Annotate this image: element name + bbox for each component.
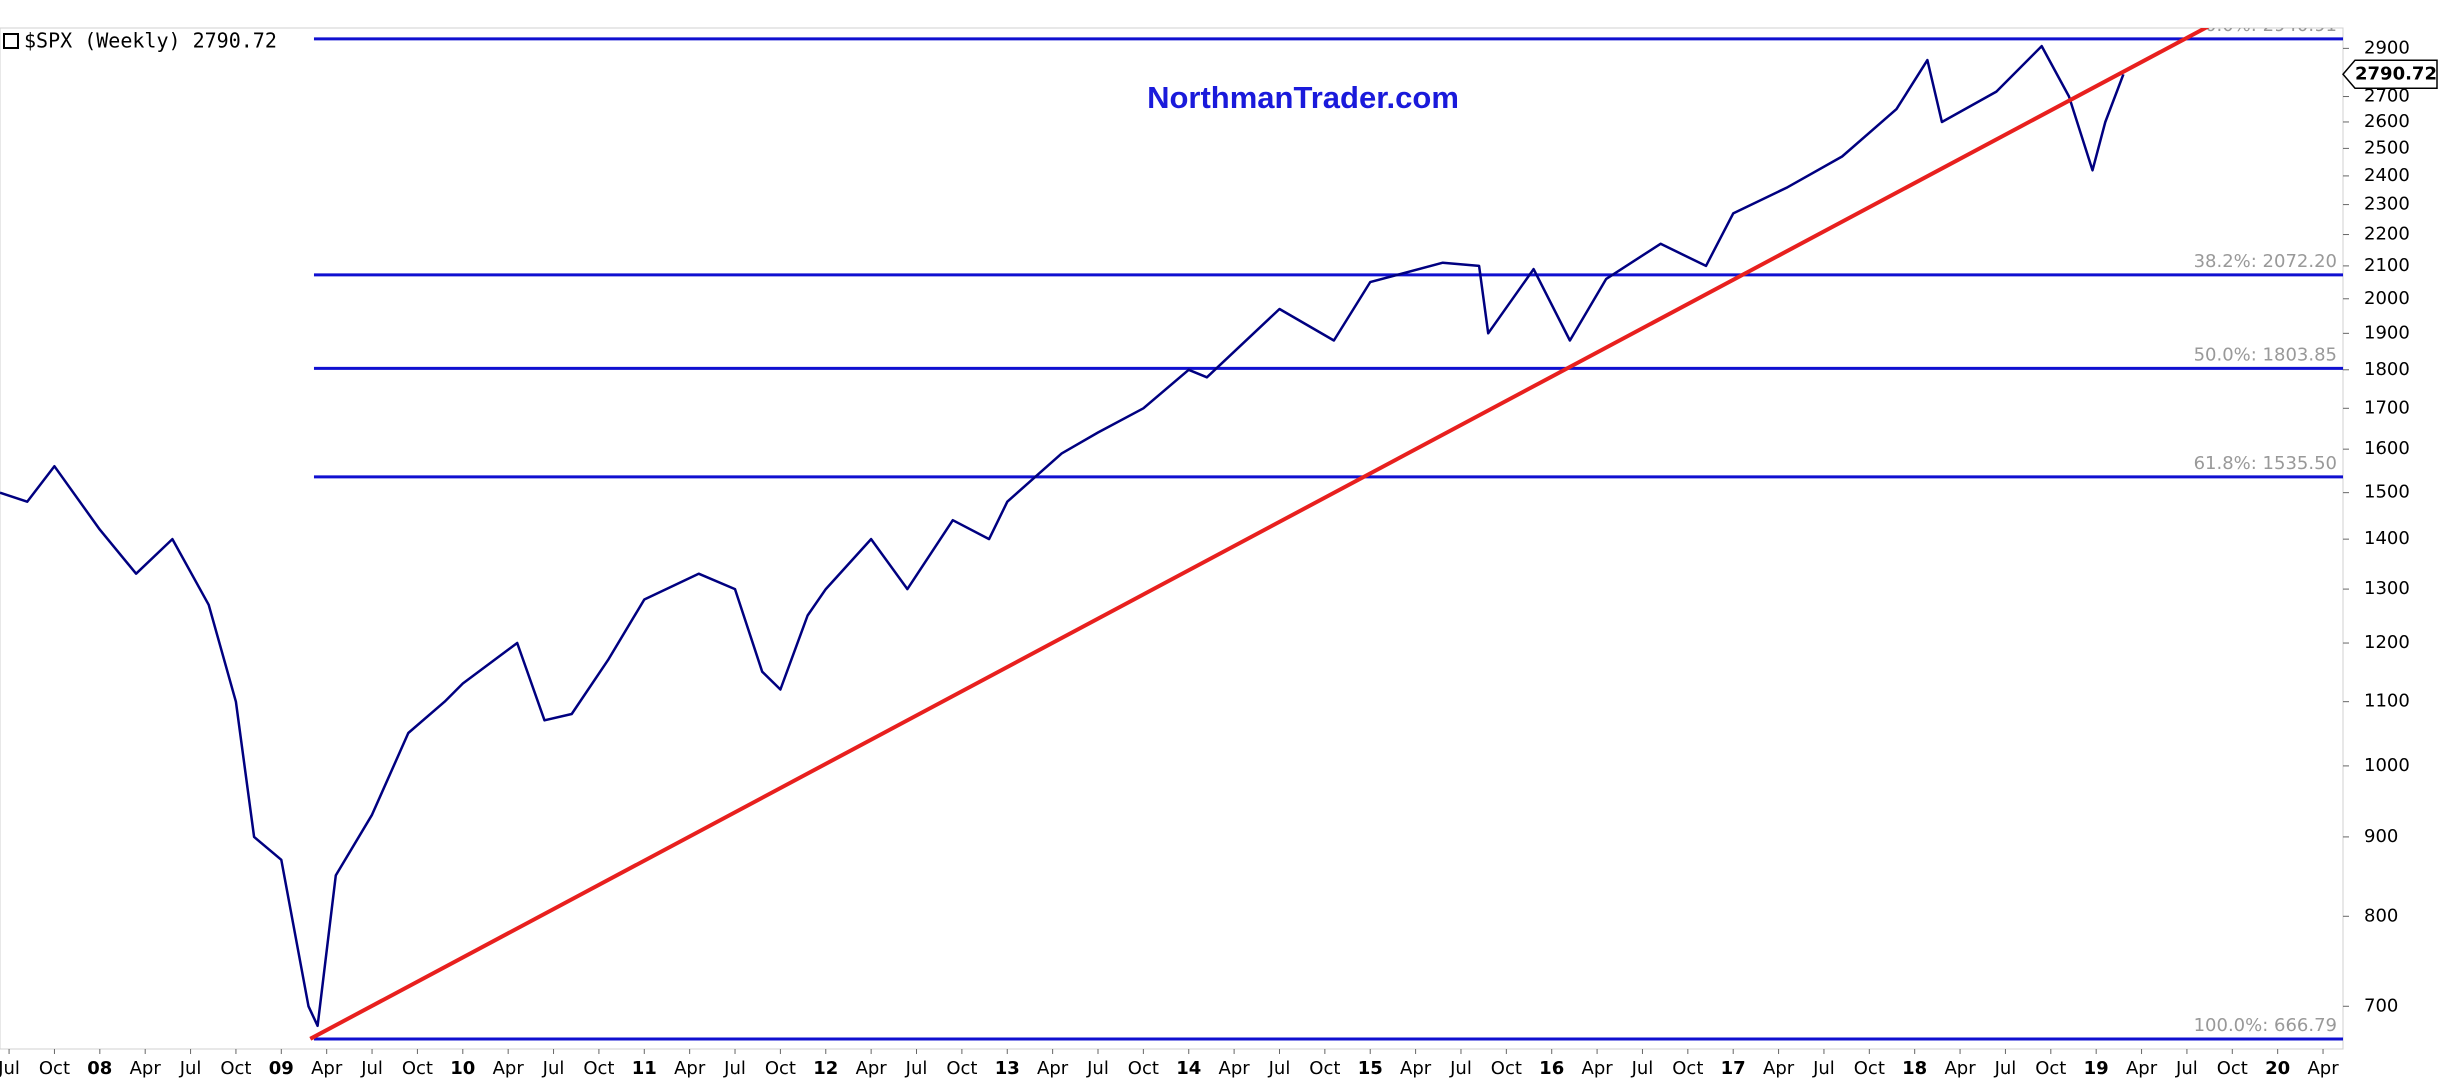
x-tick-label: Oct — [2217, 1058, 2248, 1079]
last-price-label: 2790.72 — [2355, 63, 2437, 84]
x-tick-label: Jul — [179, 1058, 202, 1079]
x-tick-label: Apr — [674, 1058, 706, 1079]
x-tick-label: 18 — [1902, 1058, 1927, 1079]
x-tick-label: Apr — [130, 1058, 162, 1079]
fib-label: 100.0%: 666.79 — [2194, 1015, 2337, 1036]
y-tick-label: 1700 — [2364, 397, 2410, 418]
y-tick-label: 2700 — [2364, 86, 2410, 107]
x-tick-label: Apr — [1582, 1058, 1614, 1079]
fib-label: 0.0%: 2940.91 — [2205, 15, 2337, 36]
x-tick-label: Oct — [765, 1058, 796, 1079]
x-tick-label: Oct — [39, 1058, 70, 1079]
price-line — [0, 44, 2125, 1028]
x-tick-label: 12 — [813, 1058, 838, 1079]
x-tick-label: 10 — [450, 1058, 475, 1079]
y-tick-label: 700 — [2364, 995, 2398, 1016]
x-tick-label: Apr — [311, 1058, 343, 1079]
y-tick-label: 2500 — [2364, 137, 2410, 158]
fib-label: 50.0%: 1803.85 — [2194, 344, 2337, 365]
y-tick-label: 1200 — [2364, 632, 2410, 653]
y-tick-label: 2300 — [2364, 194, 2410, 215]
x-tick-label: 17 — [1721, 1058, 1746, 1079]
x-tick-label: 11 — [632, 1058, 657, 1079]
x-tick-label: Apr — [1219, 1058, 1251, 1079]
x-tick-label: Jul — [2175, 1058, 2198, 1079]
trendline — [309, 28, 2210, 1041]
x-tick-label: Jul — [360, 1058, 383, 1079]
x-tick-label: 15 — [1358, 1058, 1383, 1079]
x-tick-label: 14 — [1176, 1058, 1201, 1079]
y-tick-label: 1000 — [2364, 755, 2410, 776]
y-tick-label: 2100 — [2364, 255, 2410, 276]
x-tick-label: Jul — [1994, 1058, 2017, 1079]
y-tick-label: 2900 — [2364, 37, 2410, 58]
x-tick-label: Jul — [723, 1058, 746, 1079]
x-tick-label: Apr — [1763, 1058, 1795, 1079]
x-tick-label: 13 — [995, 1058, 1020, 1079]
y-tick-label: 800 — [2364, 905, 2398, 926]
x-tick-label: Oct — [1672, 1058, 1703, 1079]
x-tick-label: Apr — [1037, 1058, 1069, 1079]
x-tick-label: Jul — [1086, 1058, 1109, 1079]
x-tick-label: Oct — [2035, 1058, 2066, 1079]
x-tick-label: Oct — [583, 1058, 614, 1079]
y-tick-label: 1100 — [2364, 691, 2410, 712]
chart-title: $SPX (Weekly) 2790.72 — [24, 29, 277, 53]
y-tick-label: 1500 — [2364, 482, 2410, 503]
x-tick-label: Oct — [220, 1058, 251, 1079]
fib-label: 61.8%: 1535.50 — [2194, 453, 2337, 474]
x-tick-label: Apr — [1400, 1058, 1432, 1079]
y-tick-label: 2400 — [2364, 165, 2410, 186]
x-tick-label: 08 — [87, 1058, 112, 1079]
x-tick-label: Apr — [2307, 1058, 2339, 1079]
y-tick-label: 1300 — [2364, 578, 2410, 599]
watermark: NorthmanTrader.com — [1147, 80, 1459, 115]
x-tick-label: 09 — [269, 1058, 294, 1079]
y-tick-label: 900 — [2364, 826, 2398, 847]
x-tick-label: Apr — [2126, 1058, 2158, 1079]
x-tick-label: Oct — [946, 1058, 977, 1079]
x-tick-label: Oct — [1854, 1058, 1885, 1079]
x-tick-label: Jul — [1449, 1058, 1472, 1079]
x-tick-label: Apr — [1944, 1058, 1976, 1079]
y-tick-label: 1900 — [2364, 322, 2410, 343]
y-tick-label: 2000 — [2364, 288, 2410, 309]
x-tick-label: Jul — [542, 1058, 565, 1079]
x-tick-label: 16 — [1539, 1058, 1564, 1079]
x-tick-label: Jul — [0, 1058, 20, 1079]
y-tick-label: 1400 — [2364, 528, 2410, 549]
x-tick-label: Oct — [1309, 1058, 1340, 1079]
symbol-icon — [3, 33, 19, 49]
x-tick-label: 20 — [2265, 1058, 2290, 1079]
x-tick-label: Apr — [493, 1058, 525, 1079]
y-tick-label: 2600 — [2364, 111, 2410, 132]
x-tick-label: Jul — [1812, 1058, 1835, 1079]
last-price-box — [2342, 59, 2438, 90]
x-tick-label: Apr — [856, 1058, 888, 1079]
y-tick-label: 1600 — [2364, 438, 2410, 459]
x-tick-label: Oct — [1491, 1058, 1522, 1079]
y-tick-label: 2200 — [2364, 224, 2410, 245]
fib-label: 38.2%: 2072.20 — [2194, 251, 2337, 272]
x-tick-label: Oct — [1128, 1058, 1159, 1079]
plot-layer: 0.0%: 2940.91 38.2%: 2072.20 50.0%: 1803.8… — [0, 15, 2343, 1041]
x-tick-label: 19 — [2084, 1058, 2109, 1079]
plot-frame — [0, 27, 2344, 1050]
x-tick-label: Jul — [1631, 1058, 1654, 1079]
y-tick-label: 1800 — [2364, 359, 2410, 380]
x-tick-label: Jul — [905, 1058, 928, 1079]
x-tick-label: Jul — [1268, 1058, 1291, 1079]
x-tick-label: Oct — [402, 1058, 433, 1079]
